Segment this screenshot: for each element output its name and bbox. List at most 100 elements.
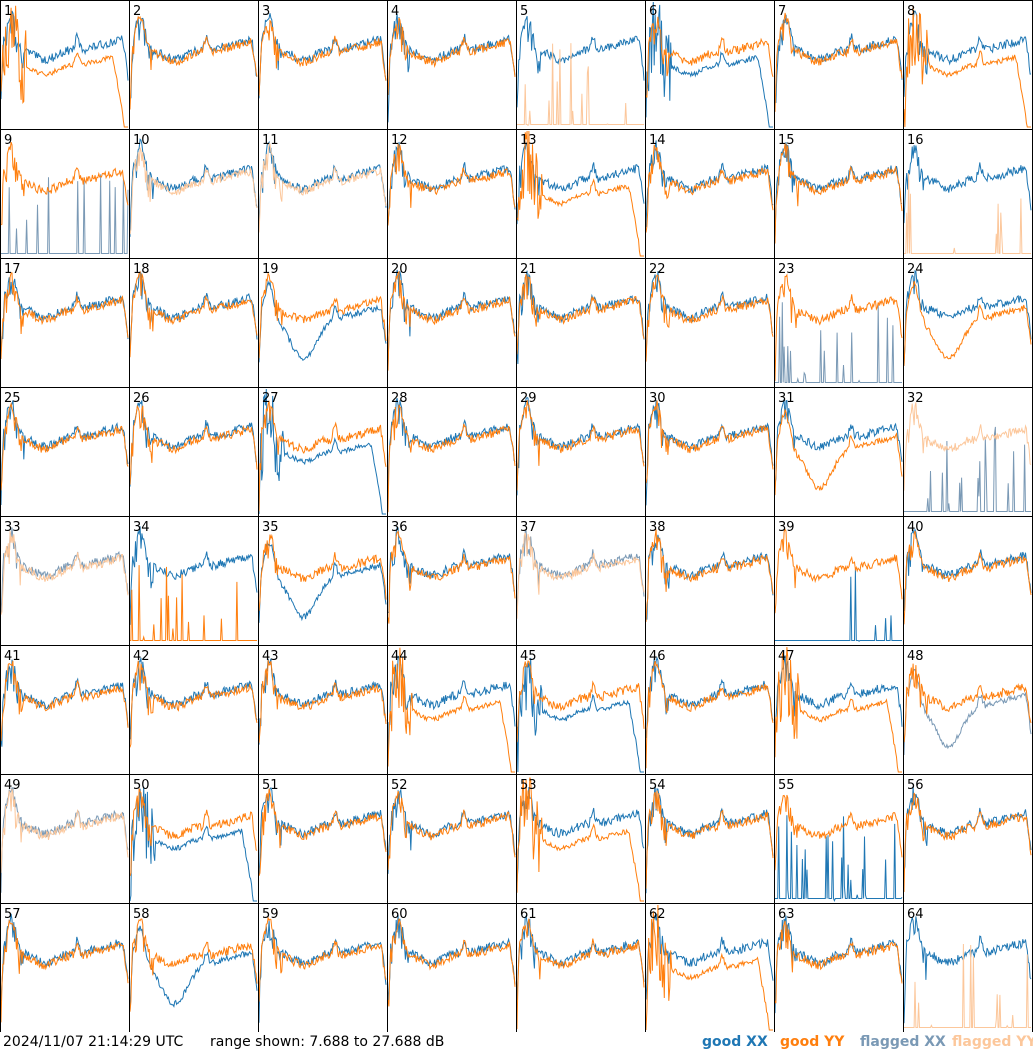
panel-border-23 [774, 258, 904, 388]
series-yy-panel-52 [387, 790, 516, 870]
panel-label-25: 25 [4, 391, 21, 406]
series-xx-panel-37 [516, 530, 645, 613]
series-yy-panel-25 [0, 402, 129, 491]
series-yy-panel-31 [774, 408, 903, 496]
panel-44: 44 [387, 645, 517, 775]
panel-label-33: 33 [4, 520, 21, 535]
series-yy-panel-4 [387, 17, 516, 96]
panel-label-45: 45 [520, 649, 537, 664]
series-yy-panel-7 [774, 12, 903, 112]
panel-16: 16 [903, 129, 1033, 259]
series-yy-panel-8 [903, 5, 1031, 128]
panel-43: 43 [258, 645, 388, 775]
series-xx-panel-16 [903, 145, 1032, 224]
series-xx-panel-33 [0, 527, 129, 614]
series-yy-panel-17 [0, 272, 129, 360]
series-yy-panel-24 [903, 280, 1032, 366]
panel-41: 41 [0, 645, 130, 775]
series-xx-panel-64 [903, 916, 1032, 1024]
series-xx-panel-2 [129, 17, 258, 100]
series-yy-panel-57 [0, 918, 129, 1023]
legend-flagged-xx: flagged XX [860, 1034, 946, 1050]
series-yy-panel-50 [129, 788, 258, 877]
panel-border-60 [387, 903, 517, 1032]
footer-bar: 2024/11/07 21:14:29 UTC range shown: 7.6… [0, 1032, 1033, 1053]
panel-label-42: 42 [133, 649, 150, 664]
panel-label-35: 35 [262, 520, 279, 535]
panel-label-13: 13 [520, 133, 537, 148]
series-xx-panel-18 [129, 271, 258, 352]
series-yy-panel-6 [645, 16, 774, 98]
timestamp: 2024/11/07 21:14:29 UTC [3, 1034, 184, 1050]
panel-label-57: 57 [4, 907, 21, 922]
legend-good-xx: good XX [702, 1034, 768, 1050]
panel-label-27: 27 [262, 391, 279, 406]
panel-31: 31 [774, 387, 904, 517]
series-yy-panel-23 [774, 273, 903, 381]
panel-60: 60 [387, 903, 517, 1032]
series-xx-panel-60 [387, 915, 516, 1001]
panel-23: 23 [774, 258, 904, 388]
series-yy-panel-1 [0, 5, 128, 128]
panel-49: 49 [0, 774, 130, 904]
panel-label-34: 34 [133, 520, 150, 535]
series-yy-panel-30 [645, 400, 774, 484]
panel-border-13 [516, 129, 646, 259]
panel-border-45 [516, 645, 646, 775]
panel-42: 42 [129, 645, 259, 775]
panel-13: 13 [516, 129, 646, 259]
series-yy-panel-27 [258, 400, 387, 512]
series-yy-panel-5 [517, 43, 644, 126]
series-yy-panel-16 [904, 173, 1031, 254]
series-xx-panel-41 [0, 659, 129, 747]
series-yy-panel-28 [387, 404, 516, 513]
panel-border-43 [258, 645, 388, 775]
panel-border-35 [258, 516, 388, 646]
panel-border-61 [516, 903, 646, 1032]
panel-border-53 [516, 774, 646, 904]
panel-label-3: 3 [262, 4, 270, 19]
series-yy-panel-56 [903, 792, 1032, 893]
panel-17: 17 [0, 258, 130, 388]
panel-label-2: 2 [133, 4, 141, 19]
panel-label-7: 7 [778, 4, 786, 19]
panel-label-22: 22 [649, 262, 666, 277]
panel-label-49: 49 [4, 778, 21, 793]
panel-label-30: 30 [649, 391, 666, 406]
panel-border-39 [774, 516, 904, 646]
panel-border-19 [258, 258, 388, 388]
panel-20: 20 [387, 258, 517, 388]
series-yy-panel-29 [516, 400, 645, 491]
panel-label-19: 19 [262, 262, 279, 277]
panel-30: 30 [645, 387, 775, 517]
panel-8: 8 [903, 0, 1033, 130]
panel-border-30 [645, 387, 775, 517]
series-xx-panel-31 [774, 399, 903, 485]
panel-border-29 [516, 387, 646, 517]
panel-26: 26 [129, 387, 259, 517]
series-xx-panel-42 [129, 657, 258, 740]
panel-50: 50 [129, 774, 259, 904]
series-yy-panel-61 [516, 918, 645, 1030]
panel-border-49 [0, 774, 130, 904]
series-yy-panel-20 [387, 270, 516, 371]
panel-5: 5 [516, 0, 646, 130]
panel-label-63: 63 [778, 907, 795, 922]
series-yy-panel-53 [516, 777, 644, 902]
series-xx-panel-4 [387, 13, 516, 123]
panel-label-26: 26 [133, 391, 150, 406]
panel-25: 25 [0, 387, 130, 517]
panel-15: 15 [774, 129, 904, 259]
panel-label-50: 50 [133, 778, 150, 793]
series-yy-panel-47 [774, 646, 902, 773]
series-xx-panel-61 [516, 914, 645, 1000]
panel-border-2 [129, 0, 259, 130]
panel-label-48: 48 [907, 649, 924, 664]
series-xx-panel-19 [258, 280, 387, 363]
series-xx-panel-48 [903, 669, 1032, 756]
series-yy-panel-37 [516, 532, 645, 619]
panel-border-59 [258, 903, 388, 1032]
panel-18: 18 [129, 258, 259, 388]
panel-border-58 [129, 903, 259, 1032]
series-xx-panel-38 [645, 534, 774, 620]
